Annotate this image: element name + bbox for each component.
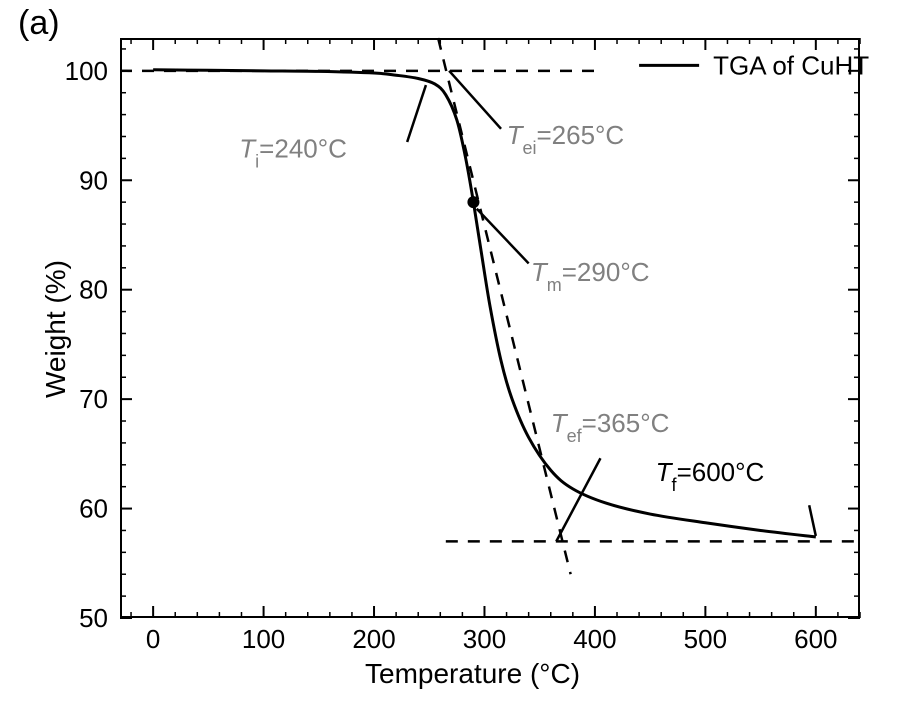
svg-text:TGA of CuHT: TGA of CuHT xyxy=(713,50,869,80)
svg-text:Tef=365°C: Tef=365°C xyxy=(551,408,670,446)
svg-text:300: 300 xyxy=(463,624,506,654)
svg-text:100: 100 xyxy=(65,56,108,86)
svg-text:80: 80 xyxy=(79,275,108,305)
svg-text:90: 90 xyxy=(79,165,108,195)
svg-text:Ti=240°C: Ti=240°C xyxy=(239,133,347,171)
tga-figure: (a) Weight (%) Temperature (°C) 01002003… xyxy=(0,0,908,718)
svg-text:500: 500 xyxy=(684,624,727,654)
svg-text:60: 60 xyxy=(79,494,108,524)
svg-text:Tf=600°C: Tf=600°C xyxy=(656,457,765,495)
svg-text:200: 200 xyxy=(352,624,395,654)
svg-text:70: 70 xyxy=(79,384,108,414)
plot-svg: 0 100 200 300 400 500 600 50 60 70 80 90 100 TGA of C… xyxy=(0,0,908,718)
svg-text:0: 0 xyxy=(146,624,160,654)
svg-text:400: 400 xyxy=(573,624,616,654)
svg-text:600: 600 xyxy=(794,624,837,654)
svg-text:Tei=265°C: Tei=265°C xyxy=(507,120,625,158)
svg-text:50: 50 xyxy=(79,603,108,633)
svg-text:Tm=290°C: Tm=290°C xyxy=(531,257,650,295)
svg-text:100: 100 xyxy=(242,624,285,654)
